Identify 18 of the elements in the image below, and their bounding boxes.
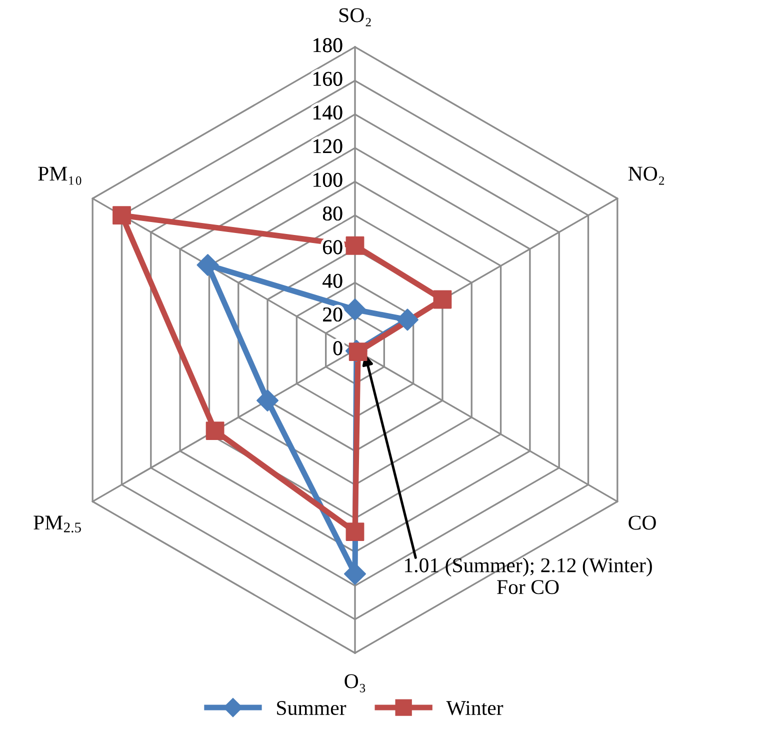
y-tick-label: 0 (333, 341, 342, 356)
y-tick-label: 80 (322, 206, 342, 221)
spoke-label: SO₂ (339, 8, 371, 26)
y-tick-label: 40 (322, 274, 342, 288)
legend-label: Winter (446, 701, 504, 716)
legend-label: Summer (277, 701, 346, 716)
spoke-label: NO₂ (628, 166, 664, 185)
spoke-label: PM₁₀ (38, 166, 82, 185)
y-tick-label: 160 (314, 72, 342, 86)
spoke-label: O₃ (344, 674, 366, 692)
text: 1.01 (Summer); 2.12 (Winter) For CO (404, 558, 652, 594)
y-tick-label: 180 (314, 38, 342, 52)
spoke-label: CO (628, 516, 656, 530)
y-tick-label: 120 (314, 139, 342, 154)
spoke-label: PM$_{2.5}$ (34, 516, 81, 532)
y-tick-label: 140 (314, 105, 342, 120)
y-tick-label: 20 (323, 307, 342, 322)
y-tick-label: 100 (314, 172, 342, 187)
